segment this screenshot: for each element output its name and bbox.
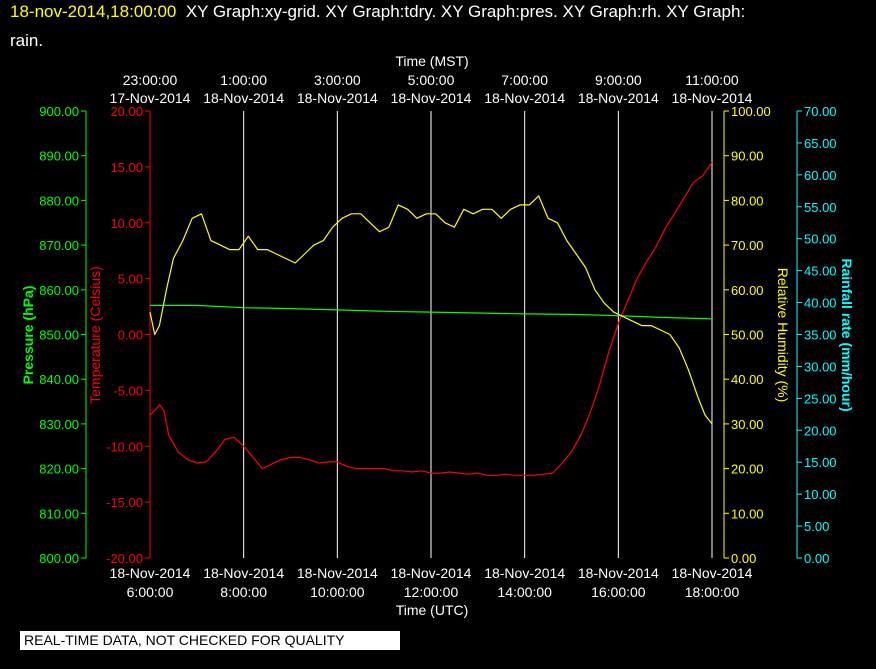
rainfall-tick-label: 20.00 <box>804 423 837 438</box>
pressure-tick-label: 830.00 <box>39 417 79 432</box>
x-top-tick-time: 5:00:00 <box>408 72 455 88</box>
x-top-tick-time: 7:00:00 <box>501 72 548 88</box>
humidity-tick-label: 100.00 <box>731 104 771 119</box>
temperature-tick-label: 15.00 <box>110 160 143 175</box>
x-bottom-tick-time: 10:00:00 <box>310 584 365 600</box>
axes: 18-Nov-2014 6:00:00 23:00:00 17-Nov-2014 18-… <box>39 72 836 600</box>
rainfall-tick-label: 65.00 <box>804 136 837 151</box>
quality-disclaimer: REAL-TIME DATA, NOT CHECKED FOR QUALITY <box>20 631 400 650</box>
rainfall-tick-label: 55.00 <box>804 200 837 215</box>
humidity-tick-label: 70.00 <box>731 238 764 253</box>
pressure-tick-label: 900.00 <box>39 104 79 119</box>
series <box>149 162 713 476</box>
grid <box>149 111 713 558</box>
temperature-tick-label: 5.00 <box>118 272 143 287</box>
pressure-tick-label: 800.00 <box>39 551 79 566</box>
rainfall-axis-label: Rainfall rate (mm/hour) <box>839 258 855 411</box>
pressure-tick-label: 810.00 <box>39 506 79 521</box>
temperature-series-line <box>149 162 713 476</box>
rainfall-tick-label: 35.00 <box>804 328 837 343</box>
x-top-tick-time: 3:00:00 <box>314 72 361 88</box>
pressure-tick-label: 860.00 <box>39 283 79 298</box>
rainfall-tick-label: 5.00 <box>804 519 829 534</box>
pressure-tick-label: 840.00 <box>39 372 79 387</box>
x-bottom-tick-time: 8:00:00 <box>220 584 267 600</box>
pressure-series-line <box>150 304 713 320</box>
humidity-tick-label: 60.00 <box>731 283 764 298</box>
rainfall-tick-label: 30.00 <box>804 359 837 374</box>
x-bottom-tick-date: 18-Nov-2014 <box>203 565 284 581</box>
x-top-tick-date: 18-Nov-2014 <box>578 90 659 106</box>
x-bottom-tick-date: 18-Nov-2014 <box>110 565 191 581</box>
humidity-axis-label: Relative Humidity (%) <box>775 268 791 403</box>
humidity-tick-label: 80.00 <box>731 193 764 208</box>
rainfall-tick-label: 60.00 <box>804 168 837 183</box>
x-top-tick-date: 18-Nov-2014 <box>391 90 472 106</box>
humidity-tick-label: 0.00 <box>731 551 756 566</box>
x-top-tick-date: 18-Nov-2014 <box>297 90 378 106</box>
temperature-tick-label: 0.00 <box>118 328 143 343</box>
humidity-tick-label: 40.00 <box>731 372 764 387</box>
pressure-tick-label: 850.00 <box>39 328 79 343</box>
x-bottom-tick-date: 18-Nov-2014 <box>578 565 659 581</box>
temperature-tick-label: 20.00 <box>110 104 143 119</box>
humidity-tick-label: 90.00 <box>731 149 764 164</box>
x-bottom-tick-time: 14:00:00 <box>497 584 552 600</box>
rainfall-tick-label: 45.00 <box>804 264 837 279</box>
rainfall-tick-label: 10.00 <box>804 487 837 502</box>
temperature-tick-label: 10.00 <box>110 216 143 231</box>
graph-description-continued: rain. <box>10 31 44 50</box>
pressure-axis-label: Pressure (hPa) <box>20 286 36 385</box>
temperature-tick-label: -15.00 <box>106 495 143 510</box>
humidity-tick-label: 10.00 <box>731 506 764 521</box>
rainfall-tick-label: 0.00 <box>804 551 829 566</box>
pressure-tick-label: 890.00 <box>39 149 79 164</box>
timestamp: 18-nov-2014,18:00:00 <box>10 2 177 21</box>
rainfall-tick-label: 40.00 <box>804 296 837 311</box>
x-top-tick-time: 1:00:00 <box>220 72 267 88</box>
temperature-axis-label: Temperature (Celsius) <box>87 266 103 404</box>
rainfall-tick-label: 70.00 <box>804 104 837 119</box>
x-top-axis-label: Time (MST) <box>395 53 468 69</box>
x-bottom-tick-time: 18:00:00 <box>685 584 740 600</box>
pressure-tick-label: 820.00 <box>39 462 79 477</box>
x-top-tick-date: 18-Nov-2014 <box>672 90 753 106</box>
x-bottom-tick-time: 16:00:00 <box>591 584 646 600</box>
x-top-tick-time: 9:00:00 <box>595 72 642 88</box>
rainfall-tick-label: 25.00 <box>804 391 837 406</box>
rainfall-tick-label: 15.00 <box>804 455 837 470</box>
humidity-tick-label: 50.00 <box>731 328 764 343</box>
x-bottom-tick-date: 18-Nov-2014 <box>297 565 378 581</box>
pressure-tick-label: 870.00 <box>39 238 79 253</box>
graph-description: XY Graph:xy-grid. XY Graph:tdry. XY Grap… <box>185 2 746 21</box>
humidity-series-line <box>149 195 713 425</box>
x-bottom-tick-time: 12:00:00 <box>404 584 459 600</box>
pressure-tick-label: 880.00 <box>39 193 79 208</box>
temperature-tick-label: -20.00 <box>106 551 143 566</box>
x-bottom-tick-date: 18-Nov-2014 <box>672 565 753 581</box>
x-top-tick-time: 23:00:00 <box>123 72 178 88</box>
temperature-tick-label: -5.00 <box>113 383 143 398</box>
chart-title: 18-nov-2014,18:00:00 XY Graph:xy-grid. X… <box>10 2 745 22</box>
x-top-tick-date: 18-Nov-2014 <box>203 90 284 106</box>
temperature-tick-label: -10.00 <box>106 439 143 454</box>
x-bottom-tick-date: 18-Nov-2014 <box>391 565 472 581</box>
x-bottom-axis-label: Time (UTC) <box>396 602 469 618</box>
x-top-tick-date: 18-Nov-2014 <box>484 90 565 106</box>
rainfall-tick-label: 50.00 <box>804 232 837 247</box>
x-bottom-tick-date: 18-Nov-2014 <box>484 565 565 581</box>
humidity-tick-label: 20.00 <box>731 462 764 477</box>
x-top-tick-date: 17-Nov-2014 <box>110 90 191 106</box>
x-top-tick-time: 11:00:00 <box>685 72 739 88</box>
humidity-tick-label: 30.00 <box>731 417 764 432</box>
x-bottom-tick-time: 6:00:00 <box>127 584 174 600</box>
